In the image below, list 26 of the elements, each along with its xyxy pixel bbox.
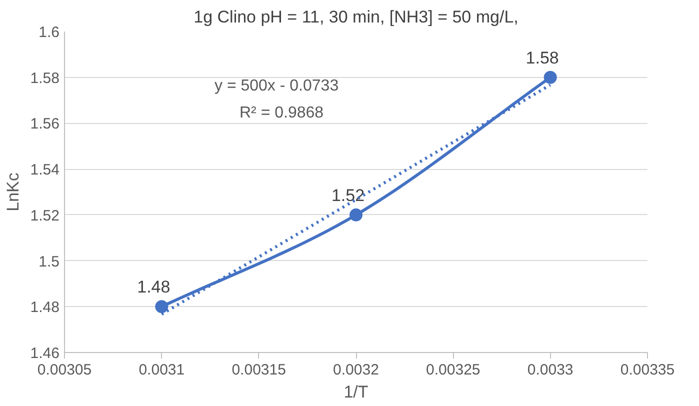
y-tick-label: 1.58: [30, 70, 60, 87]
y-tick-label: 1.48: [30, 299, 60, 316]
annotation: y = 500x - 0.0733: [214, 78, 339, 94]
x-tick-label: 0.00335: [620, 362, 675, 378]
point: [544, 70, 557, 84]
x-axis-title: 1/T: [344, 382, 368, 402]
y-tick-label: 1.54: [30, 162, 60, 179]
data-label: 1.58: [526, 48, 559, 68]
x-tick-label: 0.0031: [138, 362, 185, 378]
point: [155, 300, 168, 314]
x-tick-label: 0.00305: [37, 362, 92, 378]
y-tick-label: 1.46: [30, 345, 60, 362]
chart-title: 1g Clino pH = 11, 30 min, [NH3] = 50 mg/L,: [194, 8, 518, 26]
x-tick-label: 0.00325: [426, 362, 480, 378]
data-label: 1.52: [331, 186, 365, 205]
data-label: 1.48: [137, 278, 170, 297]
annotation: R² = 0.9868: [240, 104, 324, 122]
point: [350, 208, 362, 222]
x-tick-label: 0.0033: [527, 362, 574, 378]
x-tick-label: 0.00315: [232, 362, 286, 378]
y-axis-title: LnKc: [3, 172, 22, 212]
y-tick-label: 1.52: [30, 207, 60, 224]
y-tick-label: 1.5: [38, 253, 60, 270]
y-tick-label: 1.6: [38, 24, 60, 41]
x-tick-label: 0.0032: [333, 362, 379, 378]
y-tick-label: 1.56: [30, 116, 60, 133]
